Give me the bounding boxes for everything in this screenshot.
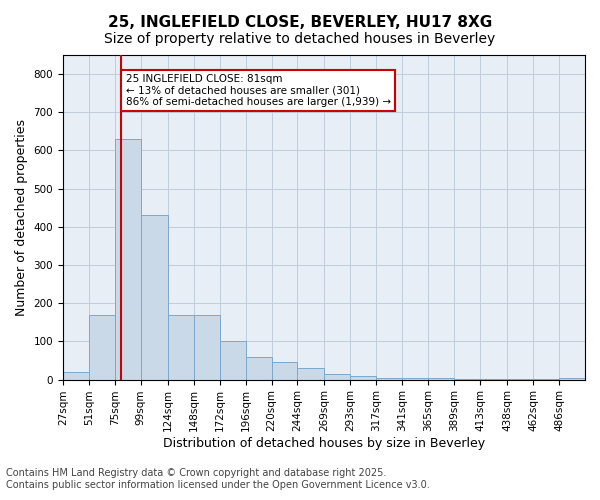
Bar: [115, 139, 141, 380]
Y-axis label: Number of detached properties: Number of detached properties: [15, 119, 28, 316]
Text: 25 INGLEFIELD CLOSE: 81sqm
← 13% of detached houses are smaller (301)
86% of sem: 25 INGLEFIELD CLOSE: 81sqm ← 13% of deta…: [125, 74, 391, 108]
Bar: [245, 356, 272, 380]
Bar: [220, 342, 245, 380]
Bar: [350, 376, 376, 380]
Bar: [63, 372, 89, 380]
Bar: [194, 314, 220, 380]
Bar: [559, 378, 585, 380]
Bar: [272, 362, 298, 380]
X-axis label: Distribution of detached houses by size in Beverley: Distribution of detached houses by size …: [163, 437, 485, 450]
Bar: [168, 314, 194, 380]
Bar: [376, 378, 403, 380]
Text: Contains HM Land Registry data © Crown copyright and database right 2025.
Contai: Contains HM Land Registry data © Crown c…: [6, 468, 430, 490]
Text: 25, INGLEFIELD CLOSE, BEVERLEY, HU17 8XG: 25, INGLEFIELD CLOSE, BEVERLEY, HU17 8XG: [108, 15, 492, 30]
Bar: [480, 379, 507, 380]
Text: Size of property relative to detached houses in Beverley: Size of property relative to detached ho…: [104, 32, 496, 46]
Bar: [298, 368, 325, 380]
Bar: [325, 374, 350, 380]
Bar: [403, 378, 428, 380]
Bar: [89, 314, 115, 380]
Bar: [428, 378, 454, 380]
Bar: [454, 379, 480, 380]
Bar: [141, 216, 168, 380]
